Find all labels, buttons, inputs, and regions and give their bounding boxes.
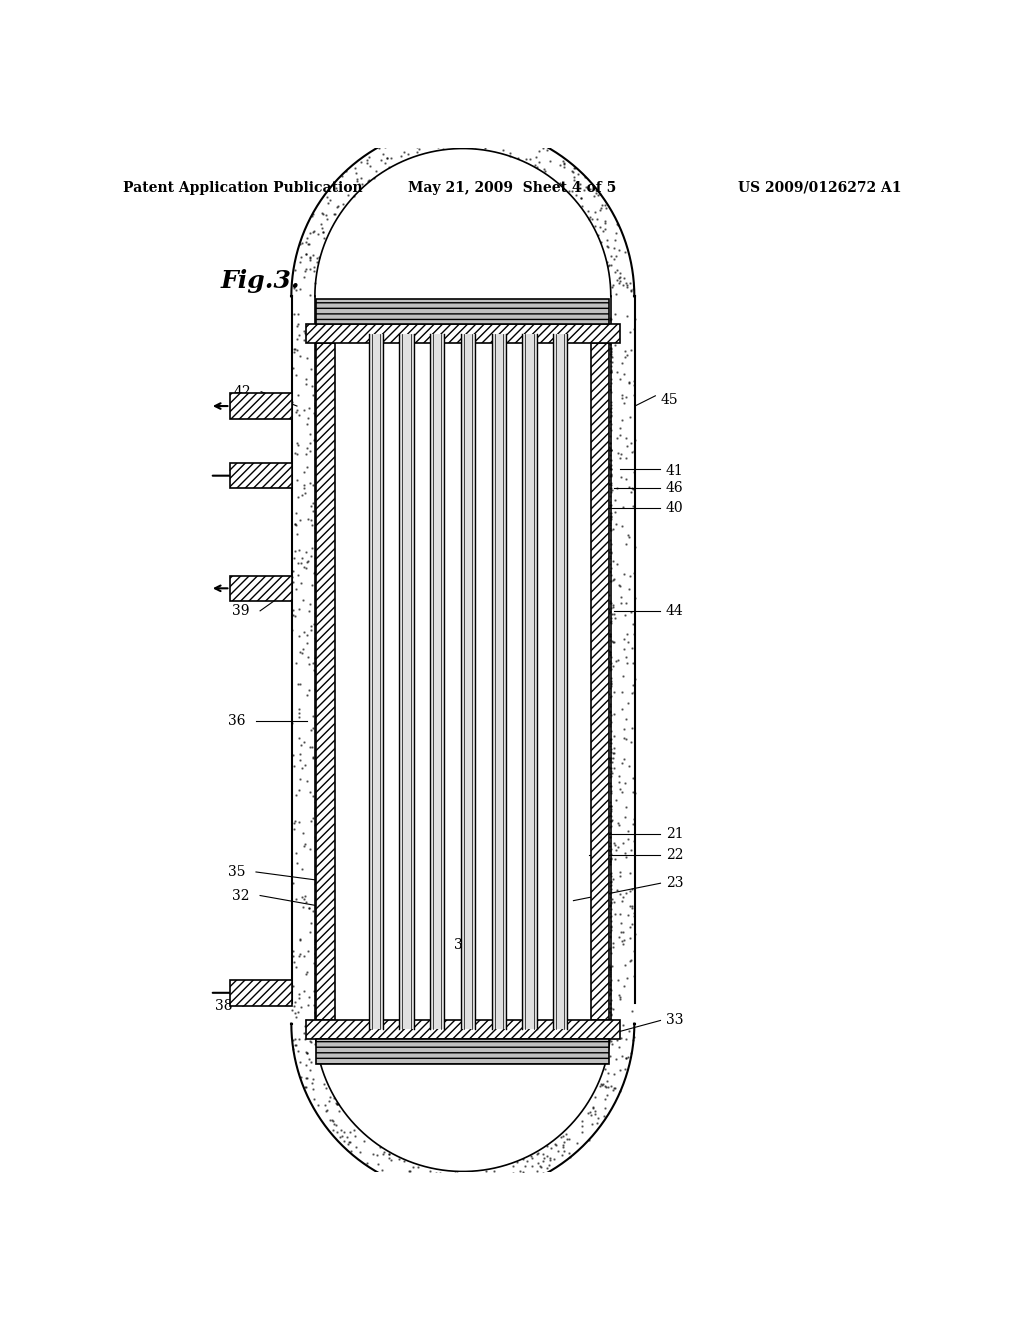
Text: 39: 39 <box>232 603 250 618</box>
Text: 43: 43 <box>228 462 246 477</box>
Bar <box>399 334 414 1028</box>
Text: 22: 22 <box>666 847 683 862</box>
Bar <box>306 1020 620 1039</box>
Bar <box>230 576 292 601</box>
Text: 23: 23 <box>666 876 683 890</box>
Bar <box>369 334 383 1028</box>
Bar <box>316 1039 609 1064</box>
Text: 33: 33 <box>666 1014 683 1027</box>
Bar <box>553 334 567 1028</box>
Text: 46: 46 <box>666 480 683 495</box>
Bar <box>306 325 620 343</box>
Text: US 2009/0126272 A1: US 2009/0126272 A1 <box>737 181 901 195</box>
Bar <box>316 298 609 325</box>
Text: 45: 45 <box>660 393 678 407</box>
Bar <box>230 979 292 1006</box>
Text: 34: 34 <box>454 937 472 952</box>
Bar <box>230 393 292 418</box>
Text: 41: 41 <box>666 463 683 478</box>
Text: 44: 44 <box>666 603 683 618</box>
Bar <box>230 463 292 488</box>
Bar <box>591 343 609 1020</box>
Text: Patent Application Publication: Patent Application Publication <box>123 181 362 195</box>
Text: 21: 21 <box>666 828 683 841</box>
Bar <box>316 343 335 1020</box>
Text: 42: 42 <box>233 384 251 399</box>
Bar <box>522 334 537 1028</box>
Bar <box>461 334 475 1028</box>
Text: 38: 38 <box>215 999 232 1014</box>
Bar <box>492 334 506 1028</box>
Text: 32: 32 <box>232 888 250 903</box>
Text: Fig.3.: Fig.3. <box>220 269 300 293</box>
Text: May 21, 2009  Sheet 4 of 5: May 21, 2009 Sheet 4 of 5 <box>408 181 616 195</box>
Text: 35: 35 <box>228 865 246 879</box>
Bar <box>430 334 444 1028</box>
Text: 36: 36 <box>228 714 246 729</box>
Text: 40: 40 <box>666 502 683 515</box>
